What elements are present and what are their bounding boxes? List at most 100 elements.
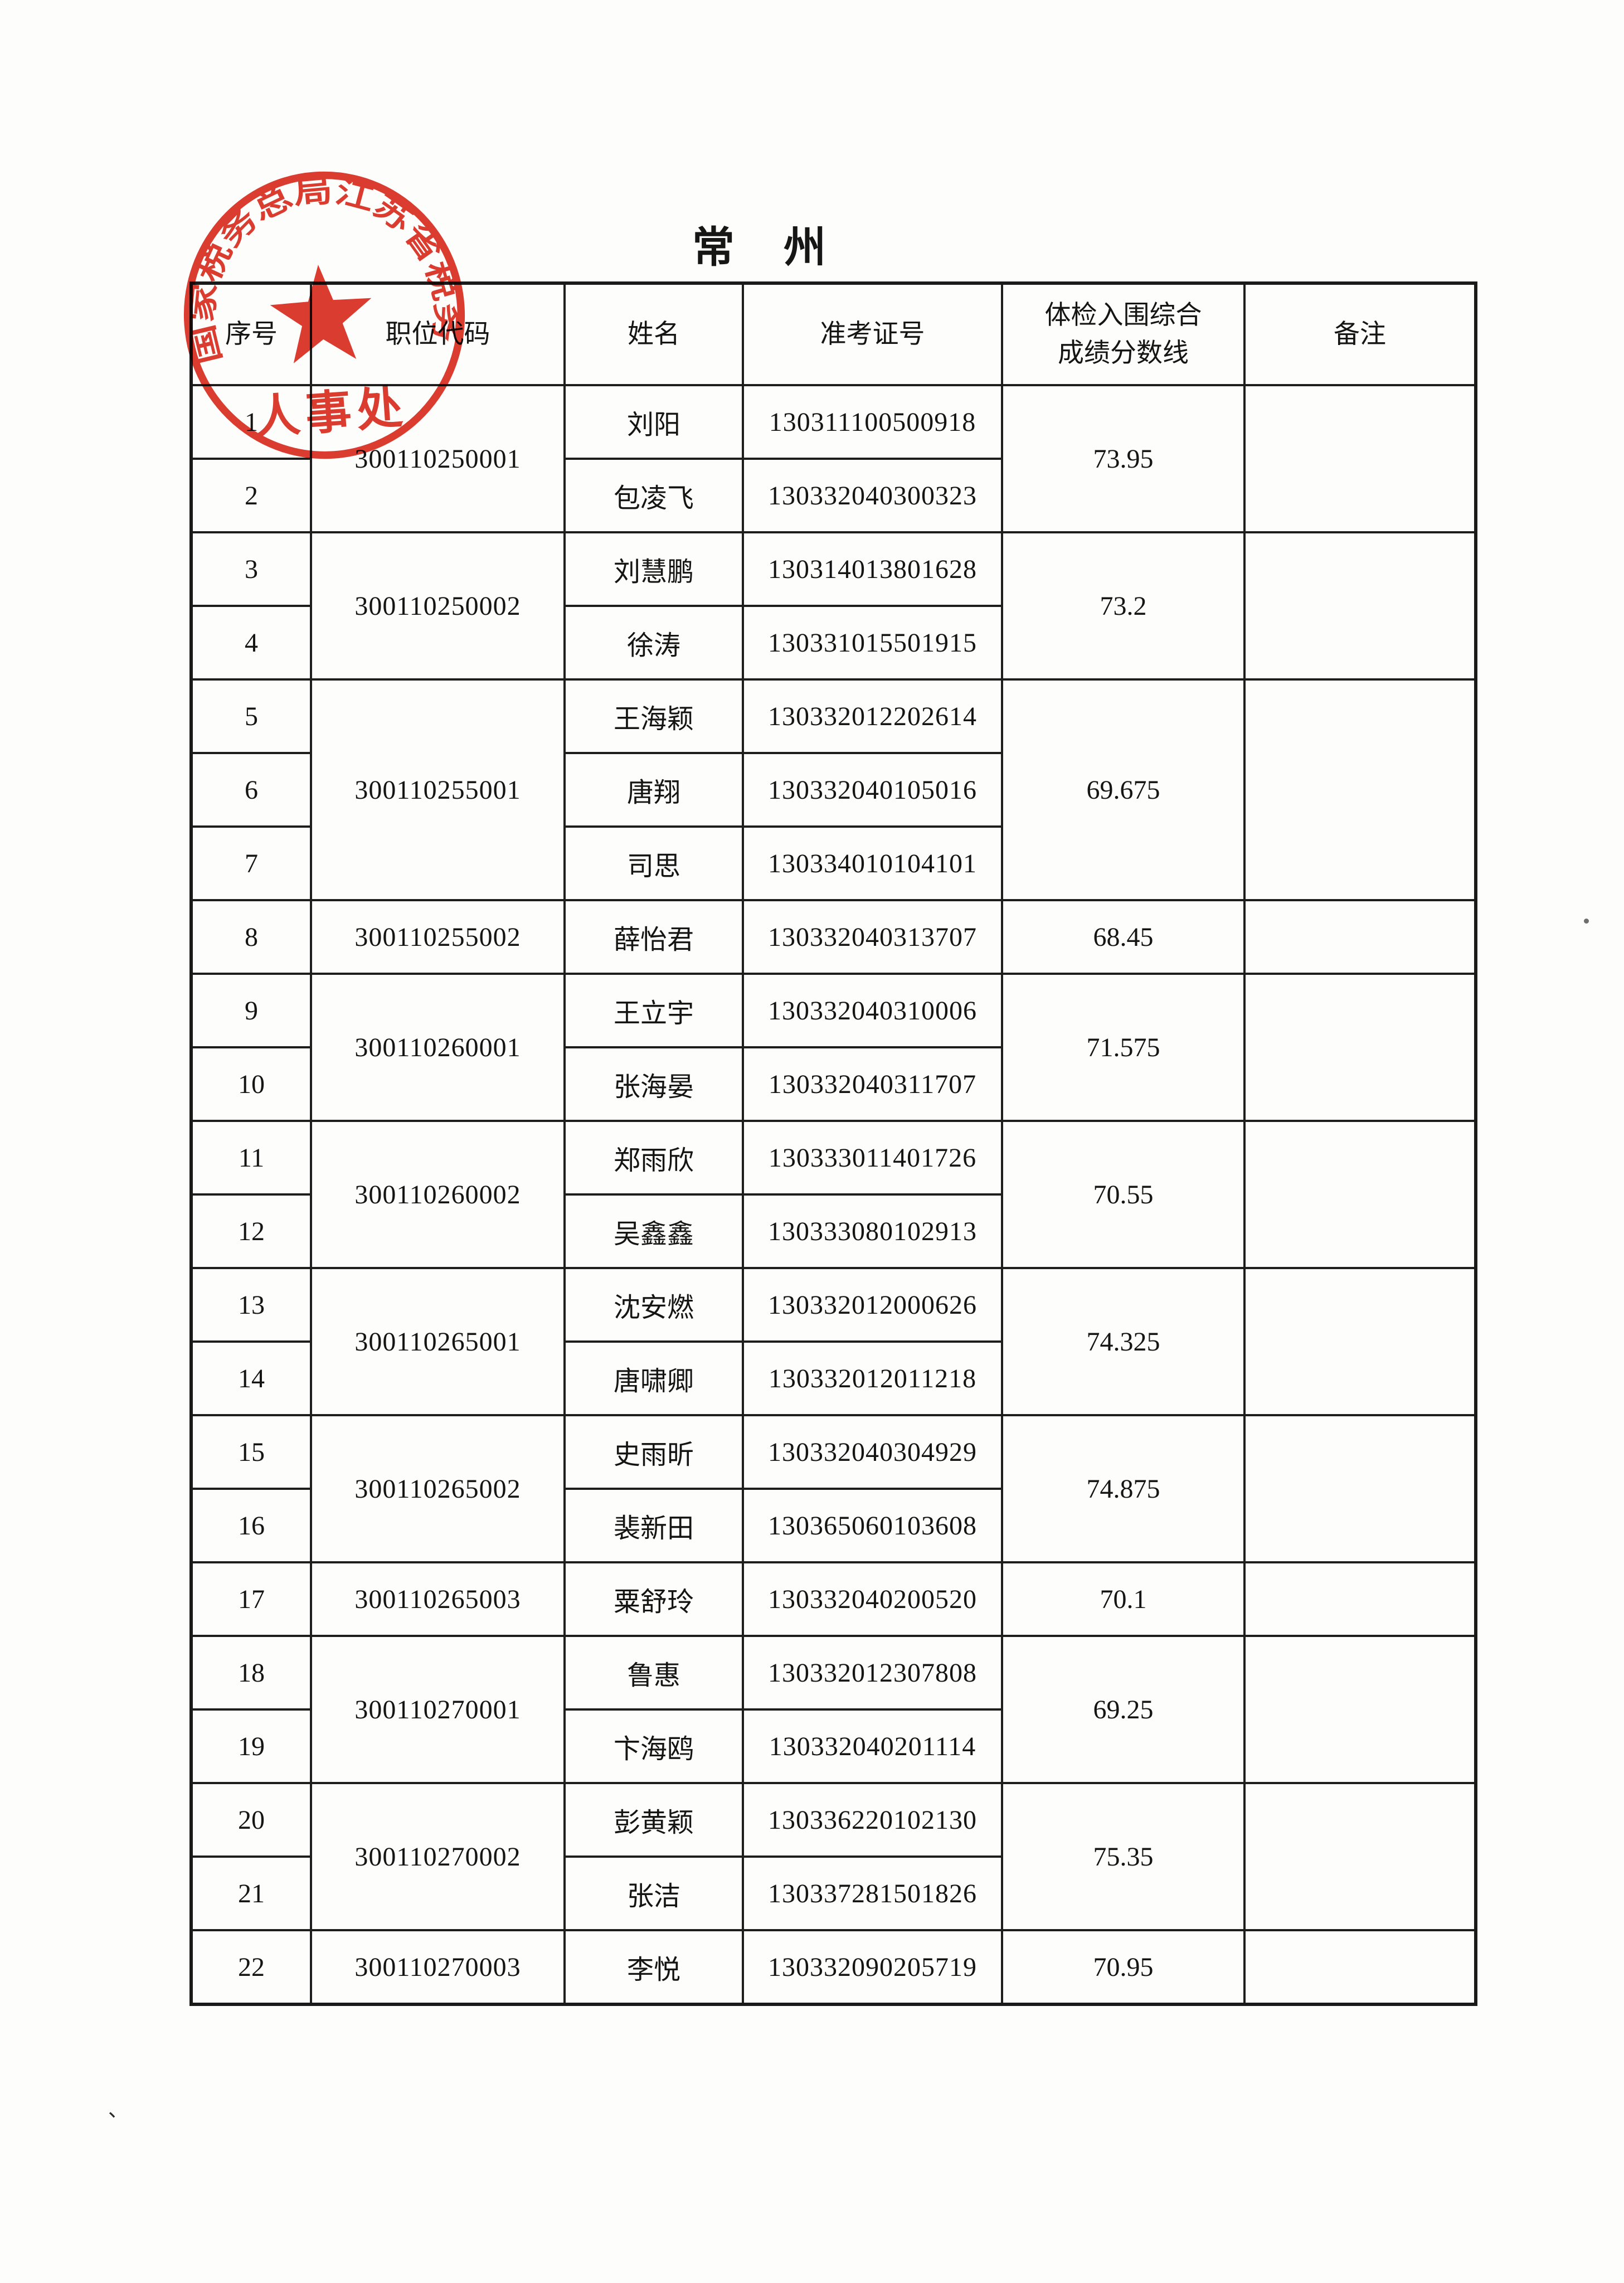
serial-cell: 11: [190, 1120, 312, 1196]
position-code-cell: 300110250001: [310, 384, 566, 533]
serial-cell: 4: [190, 605, 312, 681]
position-code-cell: 300110265002: [310, 1414, 566, 1563]
score-line-cell: 70.1: [1001, 1561, 1246, 1637]
serial-cell: 1: [190, 384, 312, 460]
ticket-number-cell: 130332040201114: [742, 1708, 1003, 1784]
serial-cell: 20: [190, 1782, 312, 1858]
remark-cell: [1243, 1929, 1477, 2005]
name-cell: 鲁惠: [563, 1635, 744, 1711]
header-cell-4: 体检入围综合 成绩分数线: [1001, 282, 1246, 386]
position-code-cell: 300110270002: [310, 1782, 566, 1931]
serial-cell: 16: [190, 1488, 312, 1563]
ticket-number-cell: 130332012307808: [742, 1635, 1003, 1711]
serial-cell: 2: [190, 458, 312, 533]
name-cell: 郑雨欣: [563, 1120, 744, 1196]
table-body: 1 300110250001 刘阳 130311100500918 73.95 2 包凌飞 1…: [190, 384, 1477, 2005]
remark-cell: [1243, 1267, 1477, 1416]
table-row: 10 张海晏 130332040311707: [190, 1046, 1476, 1122]
table-row: 18 300110270001 鲁惠 130332012307808 69.25: [190, 1635, 1477, 1784]
name-cell: 唐翔: [563, 752, 744, 828]
serial-cell: 19: [190, 1708, 312, 1784]
stray-ink-mark: 、: [108, 2099, 129, 2121]
ticket-number-cell: 130331015501915: [742, 605, 1003, 681]
table-row: 7 司思 130334010104101: [190, 825, 1476, 901]
remark-cell: [1243, 1120, 1477, 1269]
table-row: 2 包凌飞 130332040300323: [190, 458, 1476, 533]
remark-cell: [1243, 1635, 1477, 1784]
scan-speck: [1584, 919, 1589, 924]
serial-cell: 5: [190, 678, 312, 754]
name-cell: 刘慧鹏: [563, 531, 744, 607]
ticket-number-cell: 130332040310006: [742, 973, 1003, 1048]
serial-cell: 21: [190, 1855, 312, 1931]
name-cell: 吴鑫鑫: [563, 1193, 744, 1269]
name-cell: 沈安燃: [563, 1267, 744, 1343]
table-header-row: 序号 职位代码 姓名 准考证号 体检入围综合 成绩分数线 备注: [190, 282, 1477, 386]
ticket-number-cell: 130332040313707: [742, 899, 1003, 975]
header-cell-5: 备注: [1243, 282, 1477, 386]
name-cell: 裴新田: [563, 1488, 744, 1563]
serial-cell: 3: [190, 531, 312, 607]
ticket-number-cell: 130332012202614: [742, 678, 1003, 754]
position-code-cell: 300110250002: [310, 531, 566, 681]
table-row: 15 300110265002 史雨昕 130332040304929 74.875: [190, 1414, 1477, 1563]
name-cell: 司思: [563, 825, 744, 901]
table-row: 6 唐翔 130332040105016: [190, 752, 1476, 828]
table-row: 22 300110270003 李悦 130332090205719 70.95: [190, 1929, 1477, 2005]
ticket-number-cell: 130332012000626: [742, 1267, 1003, 1343]
score-line-cell: 73.2: [1001, 531, 1246, 681]
serial-cell: 17: [190, 1561, 312, 1637]
score-line-cell: 73.95: [1001, 384, 1246, 533]
remark-cell: [1243, 1561, 1477, 1637]
name-cell: 唐啸卿: [563, 1340, 744, 1416]
score-line-cell: 74.325: [1001, 1267, 1246, 1416]
ticket-number-cell: 130332040311707: [742, 1046, 1003, 1122]
ticket-number-cell: 130332040105016: [742, 752, 1003, 828]
table-row: 19 卞海鸥 130332040201114: [190, 1708, 1476, 1784]
ticket-number-cell: 130314013801628: [742, 531, 1003, 607]
table-row: 1 300110250001 刘阳 130311100500918 73.95: [190, 384, 1477, 533]
serial-cell: 10: [190, 1046, 312, 1122]
table-row: 20 300110270002 彭黄颖 130336220102130 75.35: [190, 1782, 1477, 1931]
score-line-cell: 71.575: [1001, 973, 1246, 1122]
header-cell-2: 姓名: [563, 282, 744, 386]
table-row: 16 裴新田 130365060103608: [190, 1488, 1476, 1563]
name-cell: 王海颖: [563, 678, 744, 754]
table-row: 21 张洁 130337281501826: [190, 1855, 1476, 1931]
ticket-number-cell: 130336220102130: [742, 1782, 1003, 1858]
name-cell: 包凌飞: [563, 458, 744, 533]
score-line-cell: 68.45: [1001, 899, 1246, 975]
table-row: 5 300110255001 王海颖 130332012202614 69.675: [190, 678, 1477, 901]
table-row: 3 300110250002 刘慧鹏 130314013801628 73.2: [190, 531, 1477, 681]
remark-cell: [1243, 678, 1477, 901]
score-line-cell: 70.55: [1001, 1120, 1246, 1269]
ticket-number-cell: 130332040200520: [742, 1561, 1003, 1637]
name-cell: 卞海鸥: [563, 1708, 744, 1784]
serial-cell: 6: [190, 752, 312, 828]
remark-cell: [1243, 973, 1477, 1122]
name-cell: 徐涛: [563, 605, 744, 681]
remark-cell: [1243, 1782, 1477, 1931]
name-cell: 张洁: [563, 1855, 744, 1931]
score-line-cell: 74.875: [1001, 1414, 1246, 1563]
table-row: 8 300110255002 薛怡君 130332040313707 68.45: [190, 899, 1477, 975]
position-code-cell: 300110265003: [310, 1561, 566, 1637]
header-cell-1: 职位代码: [310, 282, 566, 386]
name-cell: 薛怡君: [563, 899, 744, 975]
ticket-number-cell: 130333080102913: [742, 1193, 1003, 1269]
position-code-cell: 300110255001: [310, 678, 566, 901]
serial-cell: 9: [190, 973, 312, 1048]
ticket-number-cell: 130333011401726: [742, 1120, 1003, 1196]
serial-cell: 22: [190, 1929, 312, 2005]
ticket-number-cell: 130332090205719: [742, 1929, 1003, 2005]
ticket-number-cell: 130332040304929: [742, 1414, 1003, 1490]
header-cell-0: 序号: [190, 282, 312, 386]
name-cell: 彭黄颖: [563, 1782, 744, 1858]
remark-cell: [1243, 1414, 1477, 1563]
table-row: 4 徐涛 130331015501915: [190, 605, 1476, 681]
name-cell: 王立宇: [563, 973, 744, 1048]
ticket-number-cell: 130332040300323: [742, 458, 1003, 533]
score-table: 序号 职位代码 姓名 准考证号 体检入围综合 成绩分数线 备注 1 300110250001…: [189, 281, 1477, 2006]
table-row: 9 300110260001 王立宇 130332040310006 71.575: [190, 973, 1477, 1122]
serial-cell: 14: [190, 1340, 312, 1416]
